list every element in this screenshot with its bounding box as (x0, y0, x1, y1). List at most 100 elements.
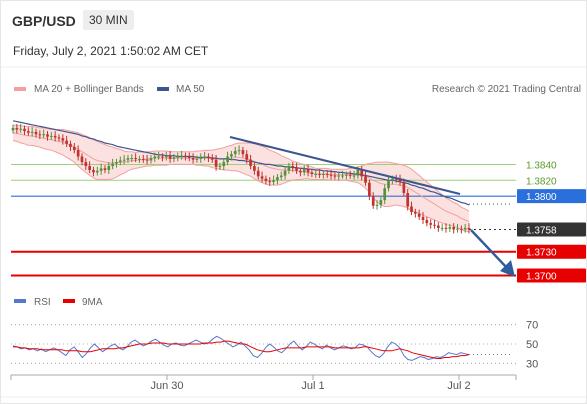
candle-body (230, 154, 233, 157)
bollinger-legend-swatch (14, 87, 26, 91)
candle-body (375, 204, 379, 206)
candle-body (364, 176, 367, 183)
candle-body (207, 156, 210, 159)
rsi-lines (12, 335, 513, 361)
candle-body (72, 146, 76, 151)
candle-body (80, 156, 84, 163)
timeframe-badge[interactable]: 30 MIN (83, 10, 134, 30)
x-axis: Jun 30 Jul 1 Jul 2 (10, 375, 517, 392)
ma20-line (12, 132, 470, 223)
candle-body (184, 155, 187, 157)
candle-body (291, 166, 295, 168)
candle-body (279, 175, 283, 178)
candle-body (218, 166, 222, 168)
level-tag-support (517, 244, 586, 259)
candle-body (210, 158, 214, 160)
symbol-title: GBP/USD (12, 13, 76, 29)
candle-body (417, 213, 421, 217)
candle-body (345, 174, 348, 176)
rsi-tick-label: 30 (526, 358, 538, 370)
candle-body (153, 156, 157, 159)
bollinger-lower-line (12, 140, 470, 233)
candle-body (95, 170, 99, 173)
main-legend: MA 20 + Bollinger Bands MA 50 Research ©… (14, 84, 581, 95)
candlesticks (11, 123, 471, 234)
candle-body (444, 227, 448, 229)
candle-body (164, 155, 168, 158)
candle-body (456, 228, 459, 230)
candle-body (318, 173, 321, 175)
candle-body (368, 182, 371, 197)
rsi-legend-swatch (14, 299, 26, 303)
level-tag-support (517, 268, 586, 283)
candle-body (260, 176, 264, 179)
candle-body (191, 158, 195, 160)
candle-body (53, 135, 57, 138)
candle-body (314, 173, 318, 175)
ma50-legend-swatch (157, 87, 169, 91)
candle-body (141, 158, 145, 160)
candle-body (92, 169, 95, 173)
candle-body (433, 224, 436, 226)
price-level-lines (11, 163, 516, 277)
candle-body (341, 175, 344, 177)
candle-body (222, 162, 226, 167)
candle-body (99, 168, 103, 171)
candle-body (440, 227, 444, 229)
candle-body (61, 138, 65, 141)
trend-arrow-shaft (470, 229, 509, 270)
candle-body (272, 180, 275, 182)
candle-body (268, 181, 272, 183)
candle-body (337, 175, 341, 177)
candle-body (360, 169, 364, 177)
candle-body (310, 172, 314, 174)
moving-average-lines (12, 120, 470, 233)
candle-body (463, 227, 467, 230)
candle-body (134, 158, 137, 160)
candle-body (306, 169, 310, 173)
candle-body (118, 160, 122, 163)
candle-body (410, 206, 413, 213)
candle-body (302, 169, 306, 173)
candle-body (421, 216, 425, 220)
trend-annotations (229, 136, 515, 277)
trend-arrow-head (500, 260, 515, 277)
chart-datetime: Friday, July 2, 2021 1:50:02 AM CET (13, 44, 209, 58)
candle-body (226, 156, 229, 163)
candle-body (333, 175, 337, 177)
candle-body (253, 166, 256, 171)
level-label-resistance: 1.3820 (526, 176, 557, 187)
level-tag-pivot (517, 189, 586, 204)
candle-body (467, 227, 471, 230)
candle-body (187, 156, 191, 159)
candle-body (46, 134, 49, 137)
candle-body (437, 225, 440, 228)
rsi-grid: 70 50 30 (11, 320, 538, 370)
candle-body (172, 157, 176, 159)
rsi-legend-label: RSI (34, 297, 51, 308)
candle-body (84, 162, 88, 167)
rsi-series-9ma (13, 340, 470, 359)
candle-body (448, 227, 452, 229)
trendline (229, 136, 461, 195)
candle-body (391, 178, 394, 181)
candle-body (249, 159, 252, 167)
candle-body (329, 174, 333, 176)
candle-body (103, 168, 107, 170)
ma50-legend-label: MA 50 (176, 84, 205, 95)
candle-body (325, 173, 329, 175)
x-tick-label: Jun 30 (150, 380, 183, 392)
candle-body (203, 156, 206, 158)
candle-body (406, 193, 410, 207)
candle-body (145, 159, 149, 161)
rsi-tick-label: 50 (526, 339, 538, 351)
candle-body (402, 181, 406, 193)
candle-body (237, 150, 241, 152)
x-tick-label: Jul 2 (447, 380, 470, 392)
rsi-legend: RSI 9MA (14, 297, 103, 308)
candle-body (76, 150, 80, 157)
candle-body (379, 200, 383, 205)
rsi-ma-legend-label: 9MA (82, 297, 103, 308)
